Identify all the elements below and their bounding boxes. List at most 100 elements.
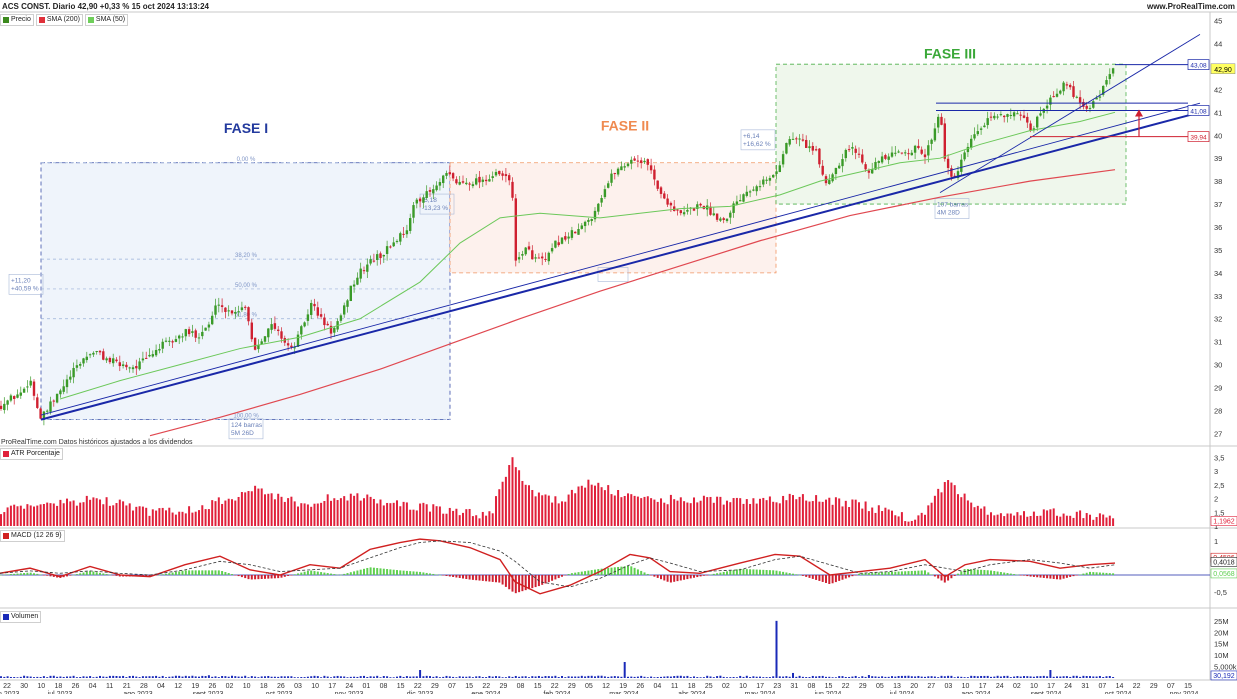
site-link[interactable]: www.ProRealTime.com [1146,2,1235,11]
volume-bar [1108,676,1111,678]
volume-bar [75,677,78,678]
macd-hist-bar [405,570,408,575]
atr-bar [386,502,389,526]
atr-bar [1059,516,1062,526]
volume-bar [666,676,669,678]
macd-hist-bar [653,574,656,577]
macd-hist-bar [831,574,834,584]
volume-bar [521,676,524,678]
macd-hist-bar [782,571,785,575]
annotation-text-4: 107 barras [937,202,969,209]
candle-body [560,237,564,244]
atr-bar [858,502,860,526]
macd-hist-bar [897,571,900,575]
macd-hist-bar [211,570,214,575]
atr-bar [237,496,240,526]
volume-bar [580,675,583,678]
candle-body [880,156,884,163]
volume-bar [689,677,692,678]
volume-bar [359,676,362,678]
candle-body [36,397,39,408]
atr-bar [471,516,474,526]
volume-bar [508,676,511,678]
atr-bar [940,492,943,526]
candle-body [620,166,623,171]
volume-bar [1065,676,1068,678]
atr-bar [848,507,851,526]
atr-bar [1102,514,1105,526]
volume-bar [719,675,722,678]
volume-bar [313,675,316,678]
volume-last-label: 30,192 [1213,673,1235,680]
volume-bar [808,677,811,678]
x-tick-label: 29 [859,683,867,690]
volume-bar [108,675,111,678]
candle-body [145,357,148,359]
candle-body [118,362,121,367]
atr-bar [382,505,385,526]
macd-hist-bar [1059,574,1062,580]
volume-bar [29,676,32,678]
macd-hist-bar [260,574,263,579]
atr-bar [594,485,596,526]
candle-body [326,323,329,326]
legend-sma50[interactable]: SMA (50) [84,14,129,26]
atr-bar [825,499,827,526]
candle-body [468,183,471,185]
candle-body [682,212,686,215]
atr-bar [145,507,148,526]
macd-hist-bar [273,574,276,579]
macd-hist-bar [910,570,913,575]
volume-bar [831,677,834,678]
atr-bar [161,507,164,526]
atr-bar [683,501,686,526]
candle-body [52,400,55,402]
x-tick-label: 13 [893,683,901,690]
legend-volume[interactable]: Volumen [0,611,42,623]
volume-bar [273,676,276,678]
volume-bar [620,676,623,678]
atr-bar [834,497,837,526]
volume-bar [240,676,243,678]
candle-body [514,198,517,261]
macd-hist-bar [326,573,329,575]
macd-hist-bar [669,574,672,583]
atr-bar [702,495,705,526]
candle-body [230,310,234,314]
macd-value-label-2: 0,0568 [1213,571,1235,578]
macd-hist-bar [821,574,824,582]
volume-bar [1112,677,1115,678]
macd-hist-bar [290,574,293,576]
candle-body [461,181,465,183]
volume-bar [211,676,214,678]
atr-bar [547,495,550,526]
candle-body [1022,115,1026,118]
price-y-tick: 31 [1214,338,1222,347]
volume-bar [821,675,824,678]
atr-bar [574,493,577,526]
atr-bar [722,504,725,526]
volume-bar [788,676,791,678]
volume-bar [303,677,306,678]
candle-body [946,158,950,168]
candle-body [16,394,19,398]
macd-hist-bar [521,574,524,592]
atr-bar [1006,513,1009,526]
x-tick-label: 27 [927,683,935,690]
atr-bar [1019,515,1022,526]
legend-sma200[interactable]: SMA (200) [35,14,83,26]
candle-body [597,203,600,212]
volume-bar [46,677,49,678]
volume-bar [346,677,349,678]
macd-hist-bar [636,569,639,575]
atr-bar [663,502,666,526]
volume-bar [419,670,422,678]
candle-body [920,149,923,154]
atr-bar [1075,511,1078,526]
candle-body [1059,90,1062,94]
macd-hist-bar [316,571,319,575]
legend-macd[interactable]: MACD (12 26 9) [0,530,65,542]
legend-atr[interactable]: ATR Porcentaje [0,448,63,460]
candle-body [577,229,580,235]
legend-price[interactable]: Precio [0,14,34,26]
